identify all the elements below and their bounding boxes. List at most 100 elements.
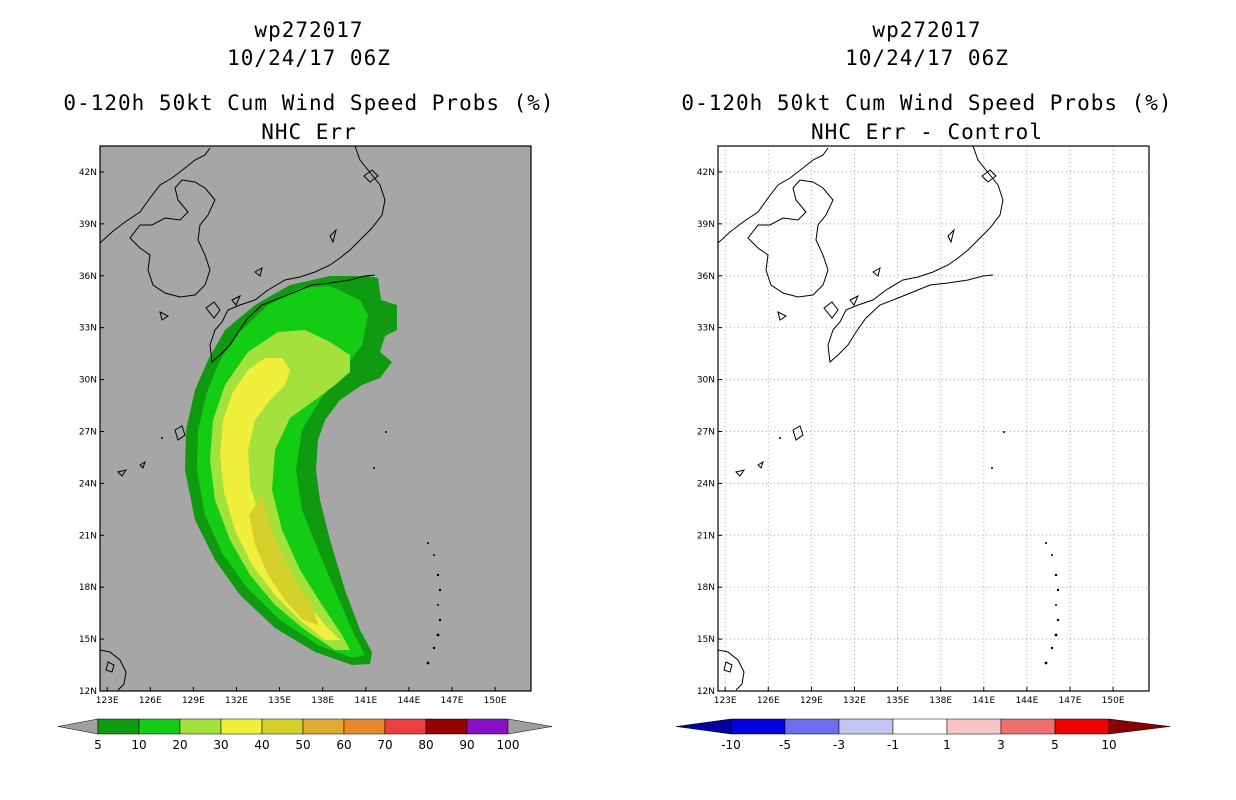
colorbar-swatch [220, 718, 263, 735]
lat-tick-label: 12N [79, 687, 97, 697]
lat-tick-label: 15N [79, 635, 97, 645]
lat-tick-label: 33N [79, 324, 97, 334]
colorbar-swatch [425, 718, 468, 735]
colorbar: -10 -5 -3 -1 1 3 5 10 [675, 718, 1171, 752]
lon-tick-label: 129E [182, 696, 205, 706]
colorbar-label: -1 [887, 738, 899, 752]
lon-tick-label: 126E [139, 696, 162, 706]
colorbar-label: 30 [213, 738, 228, 752]
colorbar-label: 3 [997, 738, 1005, 752]
lat-tick-label: 36N [79, 272, 97, 282]
lon-tick-label: 150E [484, 696, 507, 706]
lon-tick-label: 126E [757, 696, 780, 706]
contour-30 [220, 358, 340, 640]
lon-tick-label: 132E [225, 696, 248, 706]
map-frame [717, 145, 1150, 692]
colorbar-low-arrow [57, 718, 99, 735]
lat-tick-label: 42N [697, 168, 715, 178]
colorbar-swatch [179, 718, 222, 735]
colorbar-swatch [892, 718, 948, 735]
colorbar-high-arrow [507, 718, 553, 735]
colorbar-label: 100 [497, 738, 520, 752]
lat-tick-label: 15N [697, 635, 715, 645]
colorbar-label: -3 [833, 738, 845, 752]
left-map-svg: 12N 15N 18N 21N 24N 27N 30N 33N 36N 39N 42N 123E 126… [57, 145, 553, 752]
subtitle: NHC Err - Control [811, 120, 1043, 144]
right-map-panel: wp272017 10/24/17 06Z 0-120h 50kt Cum Wi… [618, 0, 1236, 800]
colorbar-swatch [466, 718, 509, 735]
colorbar-swatch [838, 718, 894, 735]
lat-tick-label: 24N [79, 479, 97, 489]
colorbar-label: -5 [779, 738, 791, 752]
colorbar-label: 20 [172, 738, 187, 752]
colorbar-swatch [343, 718, 386, 735]
colorbar-swatch [138, 718, 181, 735]
subtitle: NHC Err [261, 120, 357, 144]
product-title: 0-120h 50kt Cum Wind Speed Probs (%) [63, 91, 555, 115]
islands [161, 431, 442, 665]
lat-tick-label: 24N [697, 479, 715, 489]
colorbar-swatch [302, 718, 345, 735]
colorbar-label: 80 [418, 738, 433, 752]
lat-tick-label: 18N [79, 583, 97, 593]
colorbar-swatch [1000, 718, 1056, 735]
lat-tick-label: 30N [79, 376, 97, 386]
lat-tick-label: 21N [79, 531, 97, 541]
datetime-title: 10/24/17 06Z [227, 46, 391, 70]
colorbar-high-arrow [1108, 718, 1171, 735]
map-background [718, 146, 1149, 691]
map-gridlines [718, 146, 1149, 691]
storm-id-title: wp272017 [872, 18, 982, 42]
lat-tick-label: 21N [697, 531, 715, 541]
lon-tick-label: 129E [800, 696, 823, 706]
lon-tick-label: 132E [843, 696, 866, 706]
colorbar-swatch [730, 718, 786, 735]
lat-tick-label: 30N [697, 376, 715, 386]
lon-tick-label: 135E [268, 696, 291, 706]
lon-tick-label: 123E [96, 696, 119, 706]
lon-tick-label: 147E [1059, 696, 1082, 706]
colorbar-label: 5 [94, 738, 102, 752]
colorbar-swatch [1054, 718, 1110, 735]
colorbar-swatch [946, 718, 1002, 735]
lon-tick-label: 144E [1015, 696, 1038, 706]
lon-tick-label: 141E [354, 696, 377, 706]
coastlines [100, 146, 386, 691]
lon-tick-label: 141E [972, 696, 995, 706]
islands [779, 431, 1060, 665]
lon-tick-label: 135E [886, 696, 909, 706]
colorbar-swatch [784, 718, 840, 735]
lat-tick-label: 36N [697, 272, 715, 282]
lon-tick-label: 123E [714, 696, 737, 706]
lon-tick-label: 147E [441, 696, 464, 706]
colorbar-label: 60 [336, 738, 351, 752]
colorbar-label: 10 [1101, 738, 1116, 752]
datetime-title: 10/24/17 06Z [845, 46, 1009, 70]
lon-tick-label: 138E [311, 696, 334, 706]
lat-tick-label: 12N [697, 687, 715, 697]
right-map-svg: 12N 15N 18N 21N 24N 27N 30N 33N 36N 39N 42N 123E 126… [675, 145, 1171, 752]
storm-id-title: wp272017 [254, 18, 364, 42]
lon-tick-label: 150E [1102, 696, 1125, 706]
probability-contours [185, 276, 397, 665]
left-map-panel: wp272017 10/24/17 06Z 0-120h 50kt Cum Wi… [57, 18, 555, 752]
colorbar: 5 10 20 30 40 50 60 70 80 90 100 [57, 718, 553, 752]
coastlines [718, 146, 1004, 691]
colorbar-swatch [384, 718, 427, 735]
colorbar-swatch [261, 718, 304, 735]
colorbar-low-arrow [675, 718, 732, 735]
lat-tick-label: 42N [79, 168, 97, 178]
colorbar-label: 70 [377, 738, 392, 752]
colorbar-label: 10 [131, 738, 146, 752]
lat-tick-label: 33N [697, 324, 715, 334]
lat-tick-label: 39N [79, 220, 97, 230]
colorbar-label: 40 [254, 738, 269, 752]
colorbar-label: 5 [1051, 738, 1059, 752]
colorbar-label: 50 [295, 738, 310, 752]
lon-tick-label: 138E [929, 696, 952, 706]
product-title: 0-120h 50kt Cum Wind Speed Probs (%) [681, 91, 1173, 115]
lat-tick-label: 39N [697, 220, 715, 230]
lat-tick-label: 27N [79, 427, 97, 437]
map-axes: 12N 15N 18N 21N 24N 27N 30N 33N 36N 39N 42N 123E 126… [697, 168, 1125, 706]
lat-tick-label: 27N [697, 427, 715, 437]
